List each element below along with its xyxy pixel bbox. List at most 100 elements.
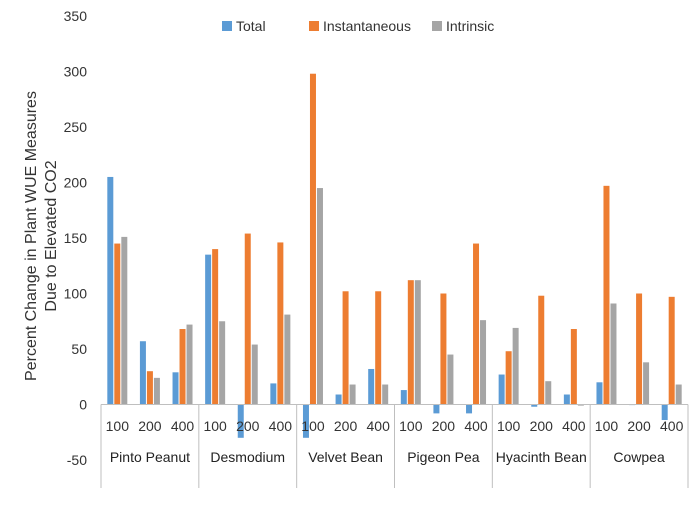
legend-swatch-total — [222, 21, 232, 31]
x-group-label: Cowpea — [613, 449, 665, 465]
legend-label-intrinsic: Intrinsic — [446, 18, 494, 34]
bar-instantaneous — [179, 329, 186, 405]
x-group-label: Hyacinth Bean — [496, 449, 587, 465]
bar-total — [498, 374, 505, 405]
y-axis-ticks: -50 0 50 100 150 200 250 300 350 — [64, 8, 88, 468]
bar-total — [368, 368, 375, 405]
y-tick-label: 0 — [79, 397, 87, 413]
legend-swatch-instantaneous — [309, 21, 319, 31]
bar-instantaneous — [342, 291, 349, 405]
bar-instantaneous — [146, 371, 153, 405]
legend-swatch-intrinsic — [432, 21, 442, 31]
bar-intrinsic — [349, 384, 356, 405]
legend: Total Instantaneous Intrinsic — [222, 18, 494, 34]
y-tick-label: 250 — [64, 119, 88, 135]
bar-total — [172, 372, 179, 405]
bar-total — [335, 394, 342, 405]
bar-instantaneous — [570, 329, 577, 405]
x-level-label: 100 — [595, 418, 619, 434]
bar-intrinsic — [251, 344, 258, 405]
bar-total — [596, 382, 603, 405]
bar-intrinsic — [219, 321, 226, 405]
x-level-label: 200 — [627, 418, 651, 434]
x-level-label: 100 — [203, 418, 227, 434]
bar-instantaneous — [505, 351, 512, 405]
x-level-label: 200 — [236, 418, 260, 434]
bar-intrinsic — [480, 320, 487, 405]
x-level-label: 100 — [301, 418, 325, 434]
bar-total — [205, 254, 212, 405]
bar-total — [433, 404, 440, 414]
bar-instantaneous — [114, 243, 121, 405]
bar-total — [531, 404, 538, 407]
bar-intrinsic — [643, 362, 650, 405]
y-tick-label: 350 — [64, 8, 88, 24]
x-level-label: 400 — [660, 418, 684, 434]
bar-intrinsic — [284, 314, 291, 405]
y-axis-title: Percent Change in Plant WUE Measures Due … — [23, 91, 60, 381]
bar-total — [302, 404, 309, 438]
bar-intrinsic — [121, 236, 128, 405]
y-tick-label: 200 — [64, 175, 88, 191]
x-level-label: 400 — [367, 418, 391, 434]
bar-total — [661, 404, 668, 421]
bar-total — [400, 390, 407, 405]
bar-instantaneous — [668, 296, 675, 405]
x-level-label: 400 — [562, 418, 586, 434]
bar-total — [139, 341, 146, 405]
bar-instantaneous — [440, 293, 447, 405]
x-level-label: 100 — [399, 418, 423, 434]
x-group-label: Velvet Bean — [308, 449, 383, 465]
legend-label-instantaneous: Instantaneous — [323, 18, 411, 34]
bar-instantaneous — [473, 243, 480, 405]
x-level-label: 200 — [432, 418, 456, 434]
y-tick-label: 300 — [64, 64, 88, 80]
bar-instantaneous — [407, 280, 414, 405]
bar-instantaneous — [603, 185, 610, 405]
bar-intrinsic — [545, 381, 552, 405]
bar-instantaneous — [212, 249, 219, 405]
x-group-label: Pigeon Pea — [407, 449, 480, 465]
legend-label-total: Total — [236, 18, 266, 34]
bar-intrinsic — [675, 384, 682, 405]
bar-instantaneous — [375, 291, 382, 405]
bar-intrinsic — [153, 377, 160, 405]
y-axis-title-line: Due to Elevated CO2 — [43, 160, 60, 311]
bar-instantaneous — [244, 233, 251, 405]
x-level-label: 200 — [530, 418, 554, 434]
bar-total — [466, 404, 473, 414]
bar-total — [563, 394, 570, 405]
x-level-label: 200 — [138, 418, 162, 434]
x-level-label: 400 — [269, 418, 293, 434]
bar-intrinsic — [512, 327, 519, 405]
x-level-label: 100 — [497, 418, 521, 434]
x-group-label: Pinto Peanut — [110, 449, 190, 465]
bar-intrinsic — [414, 280, 421, 405]
y-tick-label: 100 — [64, 286, 88, 302]
bar-total — [237, 404, 244, 438]
bar-intrinsic — [577, 404, 584, 406]
bar-instantaneous — [538, 295, 545, 405]
x-level-label: 400 — [464, 418, 488, 434]
bar-instantaneous — [277, 242, 284, 405]
x-axis: 100 200 400 Pinto Peanut 100 200 400 Desmodium 1… — [100, 404, 689, 488]
bar-intrinsic — [610, 303, 617, 405]
x-group-label: Desmodium — [210, 449, 285, 465]
bar-total — [107, 176, 114, 405]
y-tick-label: 150 — [64, 230, 88, 246]
x-level-label: 200 — [334, 418, 358, 434]
bar-intrinsic — [316, 188, 323, 405]
y-tick-label: 50 — [71, 341, 87, 357]
x-level-label: 100 — [106, 418, 130, 434]
x-level-label: 400 — [171, 418, 195, 434]
y-tick-label: -50 — [67, 452, 87, 468]
y-axis-title-line: Percent Change in Plant WUE Measures — [23, 91, 40, 381]
bar-instantaneous — [309, 73, 316, 405]
bar-total — [270, 383, 277, 405]
bar-intrinsic — [382, 384, 389, 405]
bar-instantaneous — [636, 293, 643, 405]
bar-intrinsic — [447, 354, 454, 405]
bar-intrinsic — [186, 324, 193, 405]
bars — [107, 73, 682, 438]
